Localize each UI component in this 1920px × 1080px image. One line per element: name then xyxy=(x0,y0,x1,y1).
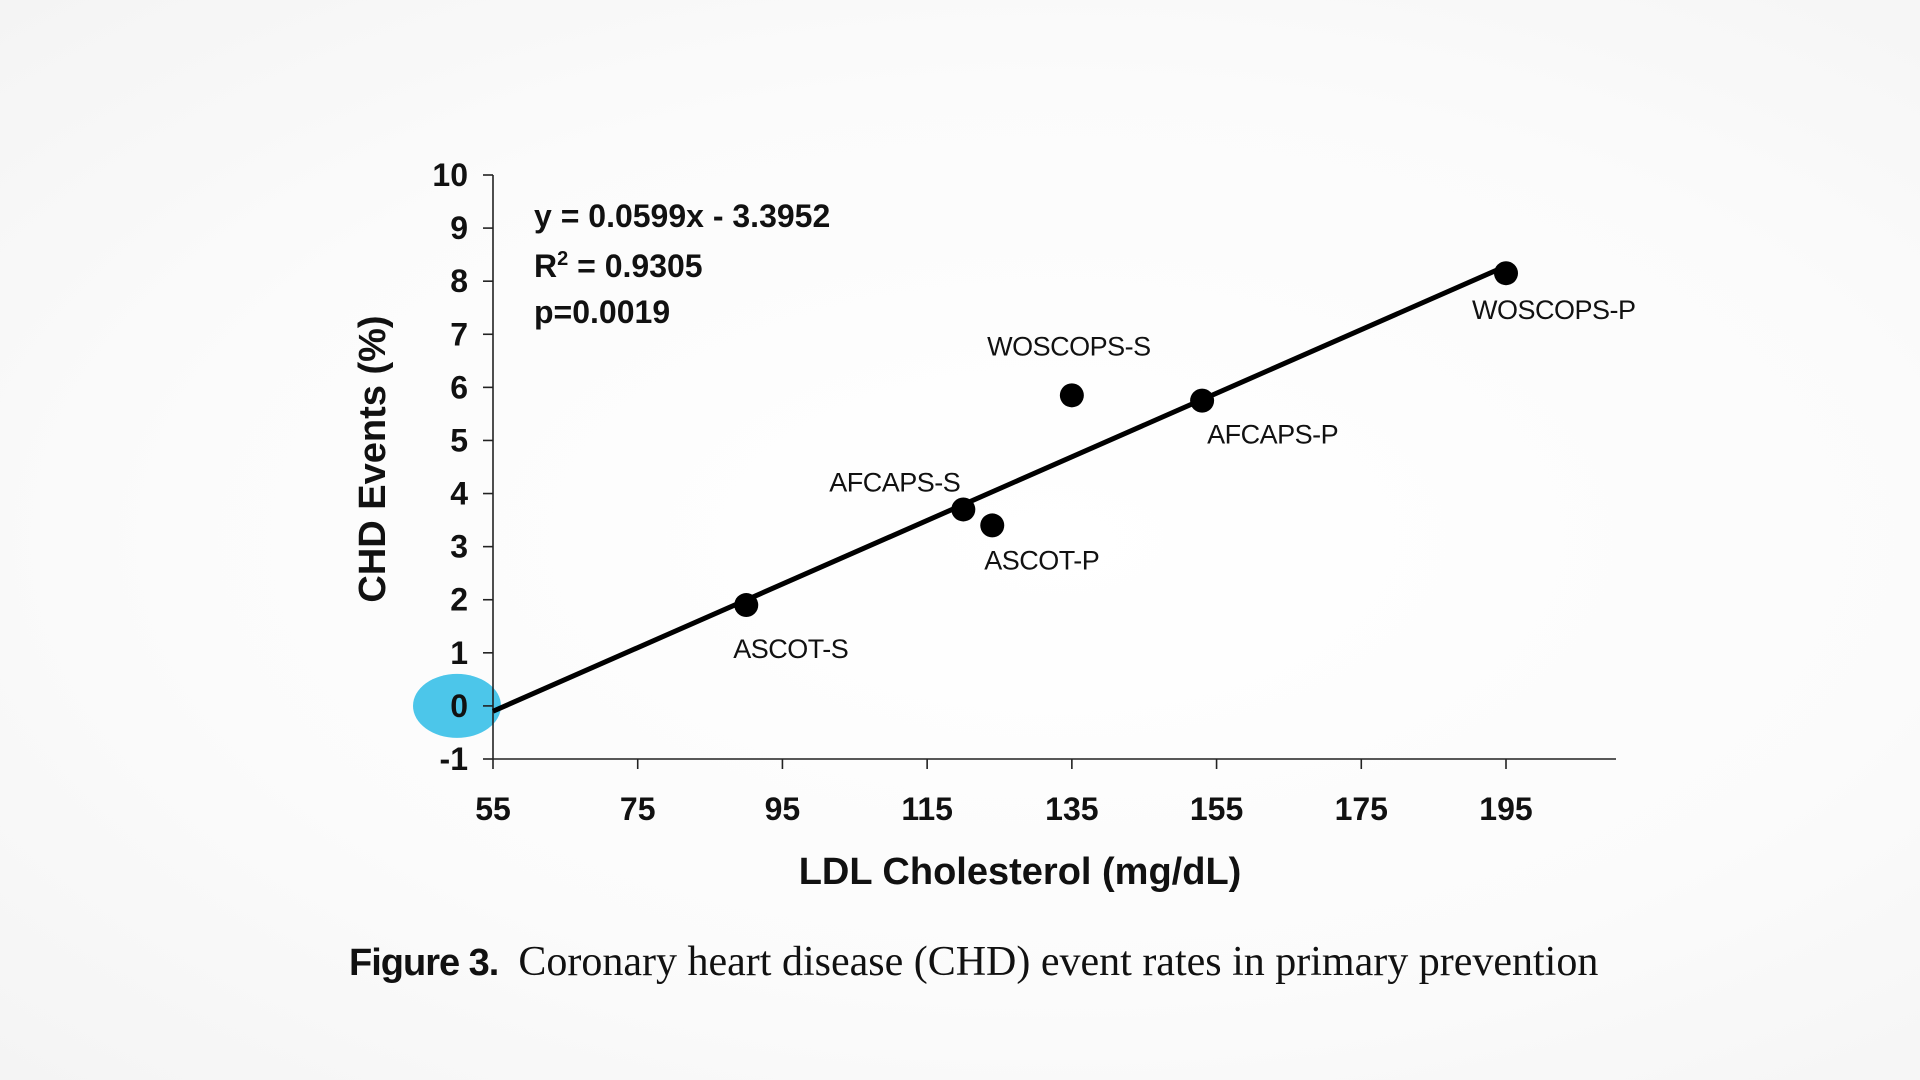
trendline xyxy=(491,263,1508,714)
p-value-text: p=0.0019 xyxy=(534,294,670,330)
x-tick-label: 115 xyxy=(901,791,953,827)
point-label: ASCOT-S xyxy=(733,634,848,664)
data-point xyxy=(980,513,1005,538)
y-tick-label: 0 xyxy=(450,688,468,724)
y-tick-label: 5 xyxy=(450,422,468,458)
point-label: WOSCOPS-S xyxy=(987,331,1151,361)
trendline-layer xyxy=(491,263,1508,714)
x-tick-label: 175 xyxy=(1335,791,1388,827)
r-squared-prefix: R xyxy=(534,248,557,284)
y-tick-label: 3 xyxy=(450,529,468,565)
point-label: ASCOT-P xyxy=(984,545,1099,575)
y-tick-label: -1 xyxy=(440,741,468,777)
r-squared-text: R2 = 0.9305 xyxy=(534,248,703,284)
x-tick-label: 55 xyxy=(475,791,511,827)
r-squared-superscript: 2 xyxy=(557,248,568,270)
caption-text: Coronary heart disease (CHD) event rates… xyxy=(518,939,1599,985)
tick-highlight xyxy=(413,673,501,738)
figure-caption: Figure 3. Coronary heart disease (CHD) ev… xyxy=(349,938,1598,986)
points-layer: ASCOT-S AFCAPS-S ASCOT-P WOSCOPS-S AFCAPS-P W… xyxy=(733,261,1636,664)
data-point xyxy=(1190,388,1215,413)
x-tick-label: 75 xyxy=(620,791,656,827)
x-tick-label: 95 xyxy=(765,791,801,827)
highlight-layer xyxy=(413,673,501,738)
y-tick-label: 8 xyxy=(450,263,468,299)
y-tick-label: 7 xyxy=(450,316,468,352)
point-label: WOSCOPS-P xyxy=(1472,295,1636,325)
x-tick-label: 155 xyxy=(1190,791,1243,827)
data-point xyxy=(1494,261,1518,286)
x-tick-label: 135 xyxy=(1045,791,1098,827)
y-tick-label: 1 xyxy=(450,635,468,671)
y-tick-label: 2 xyxy=(450,582,468,618)
data-point xyxy=(734,593,759,618)
x-tick-label: 195 xyxy=(1479,791,1532,827)
y-tick-label: 9 xyxy=(450,210,468,246)
equation-text: y = 0.0599x - 3.3952 xyxy=(534,198,830,234)
caption-label: Figure 3. xyxy=(349,942,499,984)
y-axis-label: CHD Events (%) xyxy=(352,315,394,602)
data-point xyxy=(951,497,976,522)
axes xyxy=(483,174,1616,769)
data-point xyxy=(1059,383,1084,408)
point-label: AFCAPS-S xyxy=(829,467,960,497)
x-axis-label: LDL Cholesterol (mg/dL) xyxy=(799,851,1242,893)
y-tick-label: 4 xyxy=(450,476,468,512)
y-tick-label: 10 xyxy=(432,157,468,193)
point-label: AFCAPS-P xyxy=(1207,420,1338,450)
y-tick-label: 6 xyxy=(450,369,468,405)
r-squared-value: = 0.9305 xyxy=(568,248,702,284)
